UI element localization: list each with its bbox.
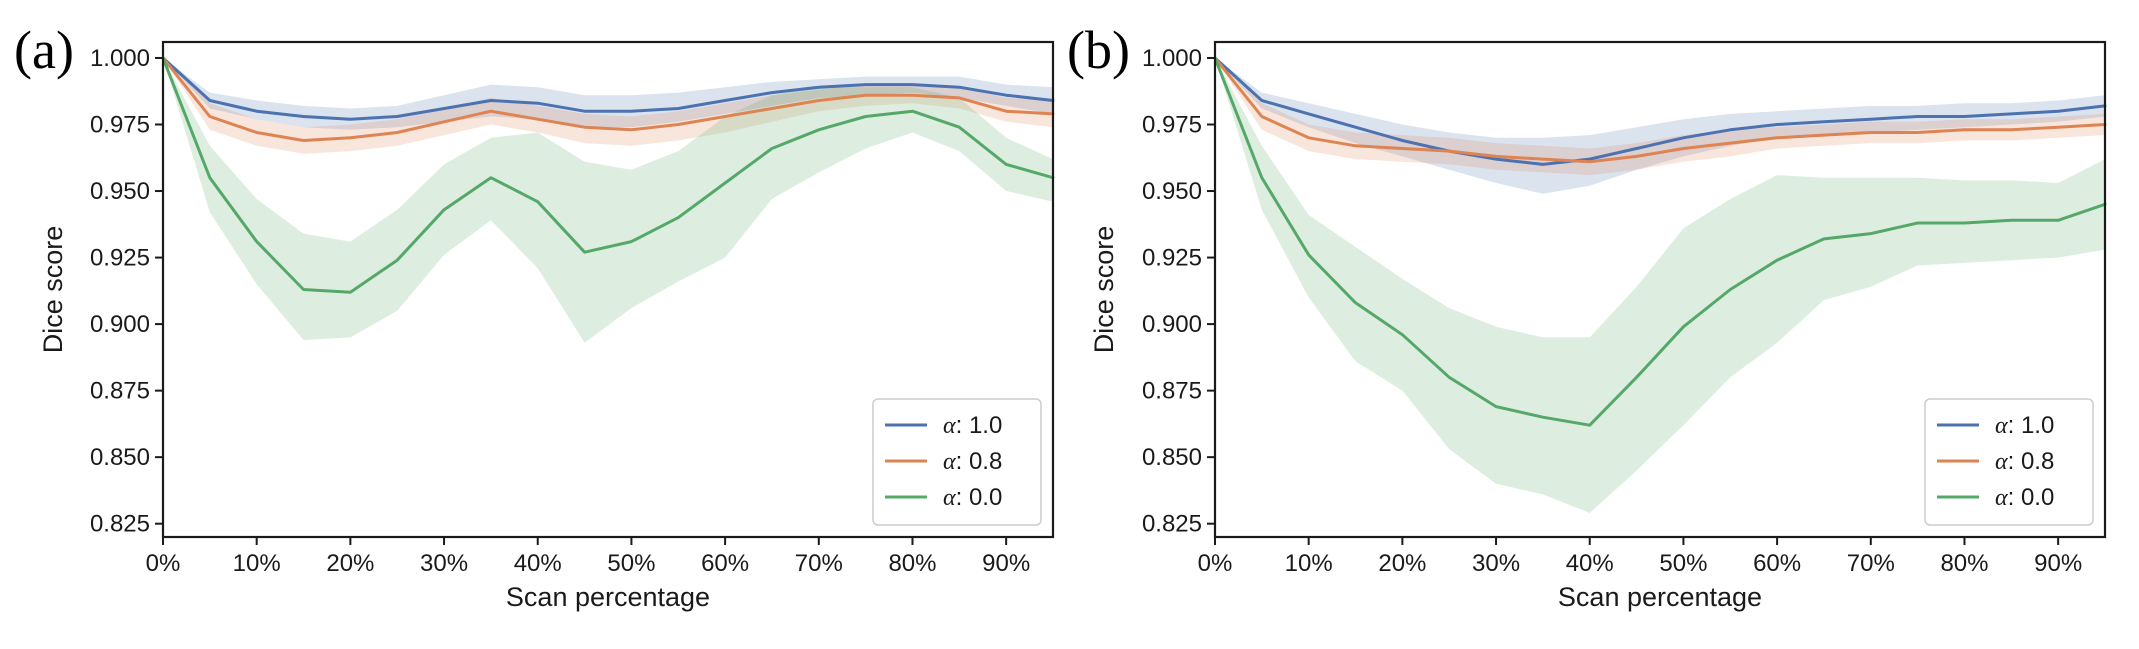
x-axis-title: Scan percentage — [506, 582, 710, 612]
legend-box — [872, 398, 1042, 526]
legend-alpha-symbol: α — [1995, 449, 2008, 475]
confidence-band-1 — [1215, 58, 2105, 176]
y-axis-title: Dice score — [38, 226, 68, 354]
confidence-bands — [163, 58, 1053, 343]
x-tick-label: 70% — [1847, 550, 1895, 577]
legend-value: : 0.0 — [956, 484, 1003, 511]
y-tick-label: 0.975 — [90, 112, 150, 139]
series-line-2 — [161, 56, 1055, 294]
y-tick-label: 0.825 — [1142, 511, 1202, 538]
legend-alpha-symbol: α — [943, 449, 956, 475]
legend-box — [1924, 398, 2094, 526]
y-tick-label: 1.000 — [1142, 45, 1202, 72]
y-tick-label: 0.950 — [1142, 178, 1202, 205]
x-tick-label: 30% — [1472, 550, 1520, 577]
legend-label-0: α: 1.0 — [1995, 412, 2054, 439]
legend-label-1: α: 0.8 — [943, 448, 1002, 475]
legend-value: : 1.0 — [956, 412, 1003, 439]
x-tick-label: 70% — [795, 550, 843, 577]
legend-label-2: α: 0.0 — [1995, 484, 2054, 511]
x-tick-label: 40% — [1566, 550, 1614, 577]
x-tick-label: 90% — [982, 550, 1030, 577]
y-tick-label: 0.900 — [90, 311, 150, 338]
axes-frame — [161, 40, 1055, 539]
y-tick-label: 0.875 — [1142, 378, 1202, 405]
series-lines — [161, 56, 1055, 294]
panel-label: (a) — [14, 20, 74, 80]
x-tick-label: 90% — [2034, 550, 2082, 577]
legend-label-1: α: 0.8 — [1995, 448, 2054, 475]
y-tick-label: 1.000 — [90, 45, 150, 72]
y-tick-label: 0.875 — [90, 378, 150, 405]
y-tick-label: 0.925 — [90, 245, 150, 272]
y-tick-label: 0.975 — [1142, 112, 1202, 139]
y-tick-label: 0.825 — [90, 511, 150, 538]
y-tick-label: 0.925 — [1142, 245, 1202, 272]
legend-value: : 1.0 — [2008, 412, 2055, 439]
y-axis-title: Dice score — [1089, 226, 1119, 354]
panel-b: 0% 10% 20% 30% 40% 50% 60% 70% 80% 90% 0.825 0.850 0… — [1067, 20, 2107, 612]
confidence-band-0 — [1215, 58, 2105, 194]
panel-label: (b) — [1067, 20, 1130, 80]
x-tick-label: 60% — [701, 550, 749, 577]
x-tick-label: 30% — [420, 550, 468, 577]
legend-alpha-symbol: α — [943, 413, 956, 439]
legend: α: 1.0α: 0.8α: 0.0 — [1924, 398, 2094, 526]
x-tick-label: 10% — [233, 550, 281, 577]
legend-label-0: α: 1.0 — [943, 412, 1002, 439]
confidence-band-1 — [163, 58, 1053, 154]
y-tick-label: 0.900 — [1142, 311, 1202, 338]
series-line-0 — [161, 56, 1055, 121]
panel-a: 0% 10% 20% 30% 40% 50% 60% 70% 80% 90% 0.825 0.850 0… — [14, 20, 1055, 612]
x-tick-label: 80% — [1940, 550, 1988, 577]
x-tick-label: 20% — [1378, 550, 1426, 577]
y-tick-label: 0.850 — [90, 444, 150, 471]
y-tick-label: 0.850 — [1142, 444, 1202, 471]
confidence-band-2 — [1215, 58, 2105, 513]
confidence-band-2 — [163, 58, 1053, 343]
confidence-bands — [1215, 58, 2105, 513]
axes-frame — [1213, 40, 2107, 539]
x-tick-label: 0% — [146, 550, 181, 577]
x-axis-title: Scan percentage — [1558, 582, 1762, 612]
x-tick-label: 0% — [1198, 550, 1233, 577]
x-tick-label: 40% — [514, 550, 562, 577]
x-tick-label: 50% — [1659, 550, 1707, 577]
x-tick-label: 60% — [1753, 550, 1801, 577]
legend-value: : 0.8 — [956, 448, 1003, 475]
x-tick-label: 10% — [1285, 550, 1333, 577]
series-line-1 — [161, 56, 1055, 142]
legend-value: : 0.0 — [2008, 484, 2055, 511]
series-lines — [1213, 56, 2107, 427]
legend: α: 1.0α: 0.8α: 0.0 — [872, 398, 1042, 526]
x-tick-label: 80% — [888, 550, 936, 577]
legend-alpha-symbol: α — [943, 485, 956, 511]
x-tick-label: 20% — [326, 550, 374, 577]
confidence-band-0 — [163, 58, 1053, 130]
x-tick-label: 50% — [607, 550, 655, 577]
series-line-1 — [1213, 56, 2107, 164]
legend-alpha-symbol: α — [1995, 485, 2008, 511]
legend-value: : 0.8 — [2008, 448, 2055, 475]
legend-alpha-symbol: α — [1995, 413, 2008, 439]
legend-label-2: α: 0.0 — [943, 484, 1002, 511]
series-line-0 — [1213, 56, 2107, 166]
series-line-2 — [1213, 56, 2107, 427]
y-tick-label: 0.950 — [90, 178, 150, 205]
